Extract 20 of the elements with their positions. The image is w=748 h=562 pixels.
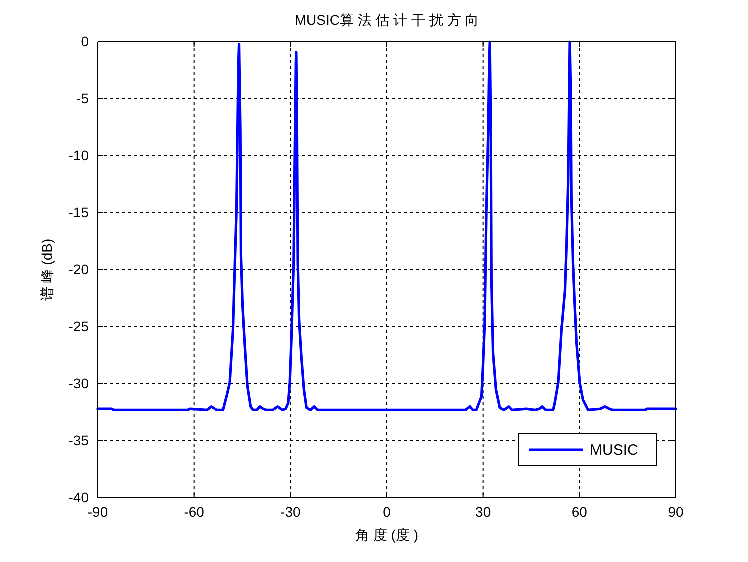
x-tick-label: -90 xyxy=(88,504,108,520)
y-tick-label: -20 xyxy=(68,261,90,278)
y-tick-label: -5 xyxy=(76,90,90,106)
y-axis-title: 谱 峰 (dB) xyxy=(39,238,55,302)
y-tick-label: -35 xyxy=(68,432,90,448)
x-axis-title: 角 度 (度 ) xyxy=(356,527,418,543)
x-tick-label: -60 xyxy=(184,504,205,520)
chart-title: MUSIC算 法 估 计 干 扰 方 向 xyxy=(294,12,480,28)
x-tick-label: 90 xyxy=(668,504,684,520)
legend-label: MUSIC xyxy=(590,442,638,459)
x-tick-label: 60 xyxy=(572,504,588,520)
x-tick-label: 30 xyxy=(476,504,492,520)
y-tick-label: -40 xyxy=(68,489,90,506)
x-tick-label: -30 xyxy=(280,504,301,520)
y-tick-label: -15 xyxy=(68,204,90,220)
y-tick-label: 0 xyxy=(81,33,90,50)
y-tick-label: -30 xyxy=(68,375,90,392)
y-tick-label: -25 xyxy=(68,318,90,334)
x-tick-label: 0 xyxy=(383,504,392,520)
y-tick-label: -10 xyxy=(68,147,90,164)
